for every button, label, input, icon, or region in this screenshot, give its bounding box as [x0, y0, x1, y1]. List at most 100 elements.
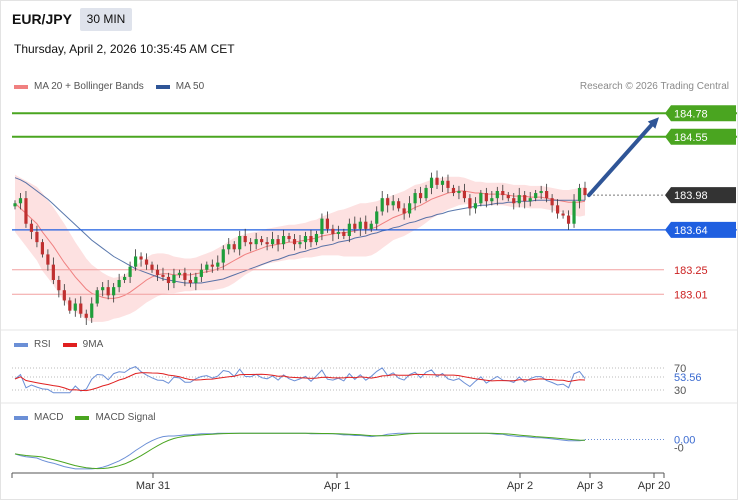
candle-body: [342, 231, 346, 236]
candle-body: [298, 242, 302, 245]
candle-body: [528, 198, 532, 202]
candle-body: [325, 218, 330, 229]
candle-body: [386, 198, 390, 206]
candle-body: [183, 272, 187, 280]
main-legend: MA 20 + Bollinger Bands MA 50: [14, 81, 204, 92]
candle-body: [583, 187, 587, 196]
rsi-line: [14, 366, 586, 394]
candle-body: [260, 239, 264, 243]
pair-title: EUR/JPY: [12, 11, 72, 27]
candle-body: [506, 195, 510, 199]
candle-body: [57, 279, 61, 291]
candle-body: [112, 287, 116, 296]
level-tag-current: [665, 187, 736, 204]
candle-body: [29, 223, 34, 232]
candle-body: [429, 177, 434, 188]
candle-body: [424, 187, 428, 199]
candle-body: [139, 256, 143, 260]
ma50-legend-swatch: [155, 84, 170, 89]
candle-body: [24, 198, 28, 224]
chart-datetime: Thursday, April 2, 2026 10:35:45 AM CET: [14, 42, 235, 56]
ma50-line: [14, 177, 585, 284]
x-axis-tick-label: Apr 1: [324, 480, 350, 492]
ma50-legend-label: MA 50: [175, 81, 205, 92]
candle-body: [440, 180, 445, 185]
candle-body: [227, 244, 231, 250]
rsi-legend: RSI 9MA: [14, 339, 103, 350]
candle-body: [462, 191, 467, 199]
ma20-legend-label: MA 20 + Bollinger Bands: [34, 81, 144, 92]
macd-level-label: -0: [674, 443, 684, 455]
candle-body: [90, 303, 94, 318]
candle-body: [539, 191, 543, 194]
candle-body: [249, 242, 253, 245]
candle-body: [73, 303, 77, 311]
candle-body: [128, 266, 132, 277]
credit-text: Research © 2026 Trading Central: [579, 81, 729, 92]
candle-body: [46, 254, 50, 265]
candle-body: [413, 193, 417, 204]
candle-body: [292, 239, 297, 245]
candle-body: [117, 279, 121, 288]
x-axis-tick-label: Apr 3: [577, 480, 603, 492]
candle-body: [369, 223, 373, 229]
candle-body: [501, 191, 505, 196]
candle-body: [281, 236, 286, 245]
candle-body: [106, 287, 110, 296]
candle-body: [133, 256, 138, 267]
candle-body: [408, 203, 412, 214]
macd-legend-label: MACD: [34, 412, 64, 423]
candle-body: [572, 201, 576, 224]
candle-body: [358, 221, 362, 229]
level-label: 183.64: [674, 225, 708, 237]
candle-body: [446, 180, 450, 188]
level-label: 183.98: [674, 190, 708, 202]
macd-legend: MACD MACD Signal: [14, 412, 155, 423]
candle-body: [205, 264, 209, 270]
candle-body: [512, 198, 516, 204]
candle-body: [51, 264, 55, 280]
candle-body: [336, 231, 340, 234]
candle-body: [353, 223, 357, 229]
macd-legend-swatch: [14, 415, 28, 420]
macd-line: [14, 432, 586, 470]
candle-body: [484, 193, 488, 202]
candle-body: [550, 198, 554, 206]
projection-arrow-line: [587, 121, 655, 198]
macd-signal-legend-swatch: [75, 415, 90, 420]
candle-body: [523, 195, 527, 202]
candle-body: [435, 177, 439, 185]
candle-body: [35, 231, 39, 243]
timeframe-button[interactable]: 30 MIN: [80, 8, 132, 31]
macd-signal-legend-label: MACD Signal: [95, 412, 156, 423]
level-label: 183.25: [674, 265, 708, 277]
candle-body: [534, 193, 538, 199]
ma20-legend-swatch: [14, 84, 28, 89]
candle-body: [150, 264, 154, 270]
candle-body: [331, 228, 335, 234]
candle-body: [517, 195, 521, 204]
candle-body: [40, 242, 45, 255]
candle-body: [84, 313, 88, 318]
candle-body: [123, 276, 127, 280]
candle-body: [303, 236, 308, 243]
candle-body: [238, 236, 242, 250]
candle-body: [495, 191, 499, 199]
candle-body: [287, 236, 291, 240]
rsi-ma-legend-label: 9MA: [82, 339, 104, 350]
rsi-ma-legend-swatch: [62, 342, 77, 347]
candle-body: [199, 269, 203, 277]
level-tag-target: [665, 128, 736, 145]
candle-body: [216, 262, 220, 267]
candle-body: [309, 236, 313, 243]
x-axis-tick-label: Mar 31: [136, 480, 170, 492]
candle-body: [451, 187, 456, 194]
candle-body: [276, 239, 280, 245]
candle-body: [13, 203, 17, 207]
candle-body: [101, 287, 105, 291]
candle-body: [314, 233, 319, 243]
level-label: 183.01: [674, 289, 708, 301]
candle-body: [68, 300, 72, 311]
candle-body: [210, 264, 214, 267]
